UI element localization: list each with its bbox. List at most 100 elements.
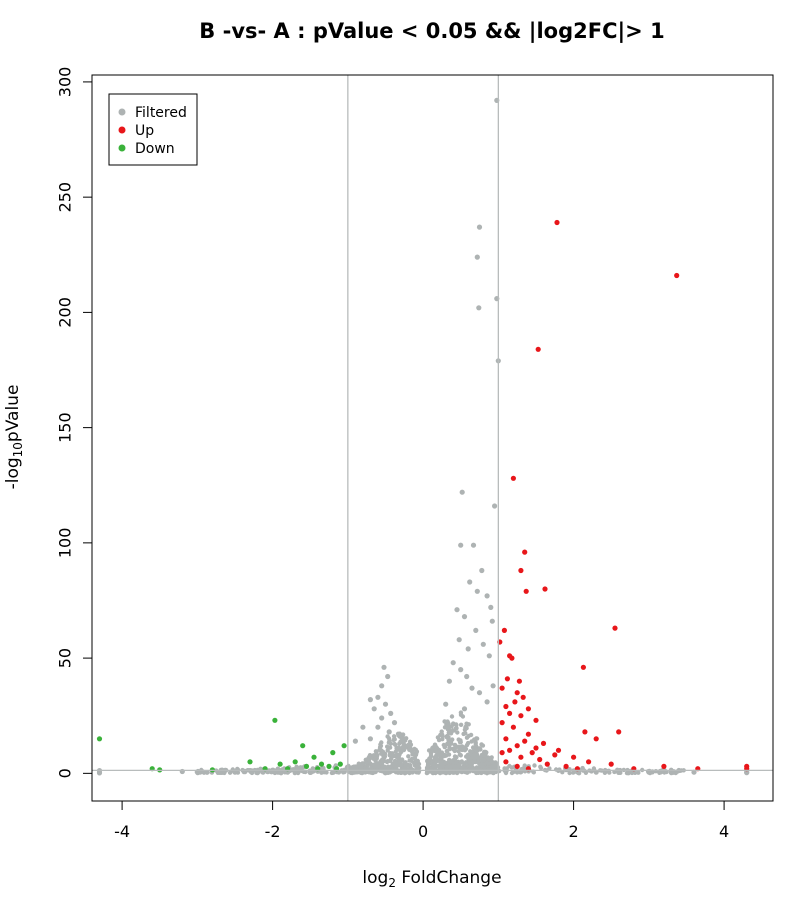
filtered-cloud-point	[567, 770, 572, 776]
filtered-cloud-point	[481, 757, 486, 763]
data-point-filtered	[307, 769, 313, 776]
data-point-up	[503, 703, 509, 710]
filtered-cloud-point	[462, 761, 467, 766]
filtered-cloud-point	[468, 757, 473, 763]
filtered-cloud-point	[399, 757, 405, 762]
filtered-cloud-point	[387, 745, 393, 750]
filtered-cloud-point	[442, 744, 448, 749]
filtered-cloud-point	[474, 770, 479, 776]
chart-title: B -vs- A : pValue < 0.05 && |log2FC|> 1	[199, 19, 664, 44]
filtered-cloud-point	[658, 770, 664, 775]
filtered-cloud-point	[591, 766, 597, 771]
data-point-filtered	[476, 224, 483, 230]
filtered-cloud-point	[357, 762, 362, 767]
data-point-down	[326, 763, 332, 770]
filtered-cloud-point	[439, 756, 444, 761]
filtered-cloud-point	[457, 745, 463, 750]
data-point-filtered	[360, 724, 366, 730]
filtered-cloud-point	[479, 742, 484, 747]
filtered-cloud-point	[440, 737, 445, 742]
filtered-cloud-point	[580, 765, 585, 771]
filtered-cloud-point	[474, 736, 480, 741]
data-point-filtered	[352, 738, 358, 744]
filtered-cloud-point	[483, 749, 488, 755]
filtered-cloud-point	[632, 770, 638, 775]
filtered-cloud-point	[260, 770, 266, 775]
data-point-down	[292, 759, 298, 765]
data-point-up	[503, 759, 509, 765]
data-point-up	[540, 740, 547, 747]
filtered-cloud-point	[433, 763, 439, 769]
data-point-filtered	[486, 653, 492, 659]
filtered-cloud-point	[464, 721, 469, 726]
filtered-cloud-point	[468, 732, 474, 738]
data-point-up	[661, 763, 667, 770]
data-point-down	[96, 736, 103, 742]
filtered-cloud-point	[411, 760, 417, 766]
data-point-filtered	[473, 627, 479, 634]
filtered-cloud-point	[463, 746, 469, 752]
data-point-filtered	[479, 567, 485, 574]
series-filtered	[96, 97, 750, 776]
data-point-up	[514, 763, 520, 770]
filtered-cloud-point	[380, 757, 385, 762]
data-point-filtered	[379, 683, 385, 689]
data-point-up	[518, 567, 524, 574]
filtered-cloud-point	[485, 755, 491, 760]
legend-label-up: Up	[135, 123, 154, 139]
filtered-cloud-point	[380, 750, 385, 755]
filtered-cloud-point	[391, 734, 397, 739]
data-point-up	[510, 724, 516, 730]
filtered-cloud-point	[444, 748, 450, 754]
filtered-cloud-point	[380, 764, 386, 769]
data-point-filtered	[443, 701, 449, 707]
filtered-cloud-point	[457, 752, 463, 757]
filtered-cloud-point	[477, 746, 482, 751]
data-point-filtered	[179, 768, 185, 775]
y-tick-label: 150	[56, 412, 75, 443]
filtered-cloud-point	[636, 770, 641, 775]
data-point-filtered	[467, 579, 473, 585]
filtered-cloud-point	[434, 770, 439, 775]
filtered-cloud-point	[407, 763, 412, 769]
data-point-down	[318, 761, 325, 767]
data-point-down	[330, 750, 336, 756]
data-point-up	[522, 549, 528, 555]
filtered-cloud-point	[401, 741, 406, 746]
filtered-cloud-point	[464, 735, 470, 740]
filtered-cloud-point	[397, 768, 402, 774]
data-point-filtered	[382, 701, 389, 707]
filtered-cloud-point	[391, 737, 396, 743]
filtered-cloud-point	[352, 770, 357, 775]
filtered-cloud-point	[388, 741, 393, 746]
data-point-up	[504, 676, 510, 682]
legend-marker-filtered	[118, 108, 126, 116]
filtered-cloud-point	[425, 758, 430, 764]
data-point-up	[512, 699, 518, 705]
filtered-cloud-point	[455, 770, 460, 775]
data-point-up	[529, 750, 535, 756]
data-point-down	[247, 759, 253, 765]
data-point-up	[516, 678, 523, 684]
filtered-cloud-point	[464, 742, 470, 748]
data-point-up	[535, 346, 541, 352]
filtered-cloud-point	[385, 734, 390, 739]
filtered-cloud-point	[479, 752, 485, 758]
filtered-cloud-point	[397, 741, 402, 746]
data-points	[96, 97, 750, 776]
filtered-cloud-point	[387, 770, 392, 775]
filtered-cloud-point	[494, 765, 499, 771]
filtered-cloud-point	[452, 757, 458, 762]
filtered-cloud-point	[377, 747, 382, 753]
filtered-cloud-point	[443, 753, 449, 758]
data-point-up	[533, 717, 539, 723]
data-point-down	[341, 743, 347, 749]
filtered-cloud-point	[379, 740, 384, 745]
data-point-up	[555, 747, 562, 753]
y-tick-label: 300	[56, 67, 75, 98]
data-point-filtered	[391, 720, 398, 726]
data-point-filtered	[464, 673, 470, 680]
filtered-cloud-point	[331, 770, 336, 775]
data-point-up	[525, 706, 532, 712]
data-point-up	[503, 736, 509, 742]
